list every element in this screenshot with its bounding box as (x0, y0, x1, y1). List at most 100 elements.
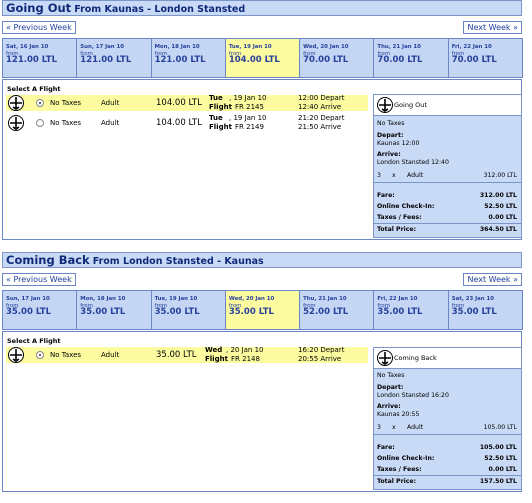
flight-number: FR 2148 (231, 355, 260, 363)
summary-amount: 105.00 LTL (483, 424, 517, 431)
flight-tax: No Taxes (50, 351, 82, 359)
back-day-4[interactable]: Thu, 21 Jan 10 from 52.00 LTL (299, 290, 375, 330)
flight-arrive-time: 20:55 Arrive (298, 355, 342, 363)
back-day-selector: Sun, 17 Jan 10 from 35.00 LTL Mon, 18 Jan … (2, 290, 523, 330)
flight-date: , 19 Jan 10 (229, 94, 267, 102)
out-flights-area: Select A Flight No Taxes Adult 104.00 LT… (2, 79, 522, 240)
summary-header: Coming Back (374, 348, 521, 369)
summary-x: x (392, 172, 396, 179)
back-day-2[interactable]: Tue, 19 Jan 10 from 35.00 LTL (150, 290, 226, 330)
flight-day: Tue (209, 94, 223, 102)
back-day-0[interactable]: Sun, 17 Jan 10 from 35.00 LTL (2, 290, 78, 330)
flight-tax: No Taxes (50, 99, 82, 107)
back-flight-radio-0[interactable] (36, 351, 44, 359)
summary-total: 364.50 LTL (479, 226, 517, 233)
coming-back-panel: Coming Back From London Stansted - Kauna… (2, 252, 523, 492)
flight-label: Flight (209, 103, 232, 111)
back-price-summary: Coming Back No Taxes Depart: London Stan… (373, 347, 522, 490)
summary-amount: 312.00 LTL (483, 172, 517, 179)
out-day-3[interactable]: Tue, 19 Jan 10 from 104.00 LTL (224, 38, 301, 78)
flight-number: FR 2149 (235, 123, 264, 131)
summary-fare-label: Fare: (377, 192, 395, 199)
coming-back-header: Coming Back From London Stansted - Kauna… (2, 252, 522, 268)
summary-qty: 3 (377, 424, 381, 431)
flight-label: Flight (205, 355, 228, 363)
out-next-week-button[interactable]: Next Week » (463, 21, 522, 34)
flight-depart-time: 12:00 Depart (298, 94, 345, 102)
summary-checkin: 52.50 LTL (484, 203, 517, 210)
flight-price: 104.00 LTL (156, 98, 202, 108)
back-day-5[interactable]: Fri, 22 Jan 10 from 35.00 LTL (373, 290, 449, 330)
flight-tax: No Taxes (50, 119, 82, 127)
summary-depart: Kaunas 12:00 (377, 140, 420, 147)
back-select-a-flight-label: Select A Flight (7, 337, 61, 345)
out-flight-radio-1[interactable] (36, 119, 44, 127)
summary-title: Going Out (394, 101, 427, 109)
summary-divider (374, 182, 521, 183)
summary-divider (374, 475, 521, 476)
summary-fees-label: Taxes / Fees: (377, 466, 422, 473)
summary-checkin-label: Online Check-In: (377, 203, 435, 210)
out-flight-row[interactable]: No Taxes Adult 104.00 LTL Tue , 19 Jan 1… (6, 114, 368, 131)
flight-date: , 20 Jan 10 (226, 346, 264, 354)
going-out-title: Going Out (6, 1, 72, 15)
summary-fees: 0.00 LTL (488, 214, 517, 221)
out-day-2[interactable]: Mon, 18 Jan 10 from 121.00 LTL (150, 38, 226, 78)
flight-passenger-type: Adult (101, 99, 120, 107)
flight-label: Flight (209, 123, 232, 131)
back-day-6[interactable]: Sat, 23 Jan 10 from 35.00 LTL (447, 290, 523, 330)
summary-taxes: No Taxes (377, 372, 405, 379)
summary-depart-label: Depart: (377, 132, 404, 139)
going-out-panel: Going Out From Kaunas - London Stansted … (2, 0, 523, 240)
going-out-header: Going Out From Kaunas - London Stansted (2, 0, 522, 16)
out-day-selector: Sat, 16 Jan 10 from 121.00 LTL Sun, 17 Jan… (2, 38, 523, 78)
out-day-0[interactable]: Sat, 16 Jan 10 from 121.00 LTL (2, 38, 78, 78)
flight-price: 35.00 LTL (156, 350, 197, 360)
summary-header: Going Out (374, 95, 521, 116)
summary-arrive: London Stansted 12:40 (377, 159, 449, 166)
summary-total-label: Total Price: (377, 226, 417, 233)
summary-taxes: No Taxes (377, 120, 405, 127)
coming-back-title: Coming Back (6, 253, 90, 267)
out-day-6[interactable]: Fri, 22 Jan 10 from 70.00 LTL (447, 38, 523, 78)
plane-icon (8, 95, 24, 111)
summary-total-label: Total Price: (377, 478, 417, 485)
plane-icon (8, 115, 24, 131)
summary-fare: 105.00 LTL (479, 444, 517, 451)
summary-arrive-label: Arrive: (377, 151, 401, 158)
flight-day: Tue (209, 114, 223, 122)
going-out-route: From Kaunas - London Stansted (74, 4, 246, 15)
summary-fees-label: Taxes / Fees: (377, 214, 422, 221)
back-flight-row[interactable]: No Taxes Adult 35.00 LTL Wed , 20 Jan 10… (6, 346, 368, 363)
out-select-a-flight-label: Select A Flight (7, 85, 61, 93)
back-day-1[interactable]: Mon, 18 Jan 10 from 35.00 LTL (76, 290, 152, 330)
flight-arrive-time: 12:40 Arrive (298, 103, 342, 111)
plane-icon (8, 347, 24, 363)
summary-depart: London Stansted 16:20 (377, 392, 449, 399)
summary-arrive-label: Arrive: (377, 403, 401, 410)
back-previous-week-button[interactable]: « Previous Week (2, 273, 76, 286)
summary-x: x (392, 424, 396, 431)
flight-day: Wed (205, 346, 223, 354)
back-next-week-button[interactable]: Next Week » (463, 273, 522, 286)
summary-divider (374, 434, 521, 435)
summary-title: Coming Back (394, 354, 437, 362)
summary-fare: 312.00 LTL (479, 192, 517, 199)
plane-icon (377, 97, 393, 113)
back-day-3[interactable]: Wed, 20 Jan 10 from 35.00 LTL (224, 290, 301, 330)
summary-checkin: 52.50 LTL (484, 455, 517, 462)
out-day-4[interactable]: Wed, 20 Jan 10 from 70.00 LTL (299, 38, 375, 78)
summary-passenger: Adult (407, 172, 424, 179)
flight-passenger-type: Adult (101, 119, 120, 127)
coming-back-route: From London Stansted - Kaunas (92, 256, 264, 267)
summary-qty: 3 (377, 172, 381, 179)
summary-checkin-label: Online Check-In: (377, 455, 435, 462)
out-day-1[interactable]: Sun, 17 Jan 10 from 121.00 LTL (76, 38, 152, 78)
out-flight-radio-0[interactable] (36, 99, 44, 107)
out-flight-row[interactable]: No Taxes Adult 104.00 LTL Tue , 19 Jan 1… (6, 94, 368, 111)
flight-number: FR 2145 (235, 103, 264, 111)
flight-depart-time: 16:20 Depart (298, 346, 345, 354)
out-day-5[interactable]: Thu, 21 Jan 10 from 70.00 LTL (373, 38, 449, 78)
summary-arrive: Kaunas 20:55 (377, 411, 420, 418)
out-previous-week-button[interactable]: « Previous Week (2, 21, 76, 34)
